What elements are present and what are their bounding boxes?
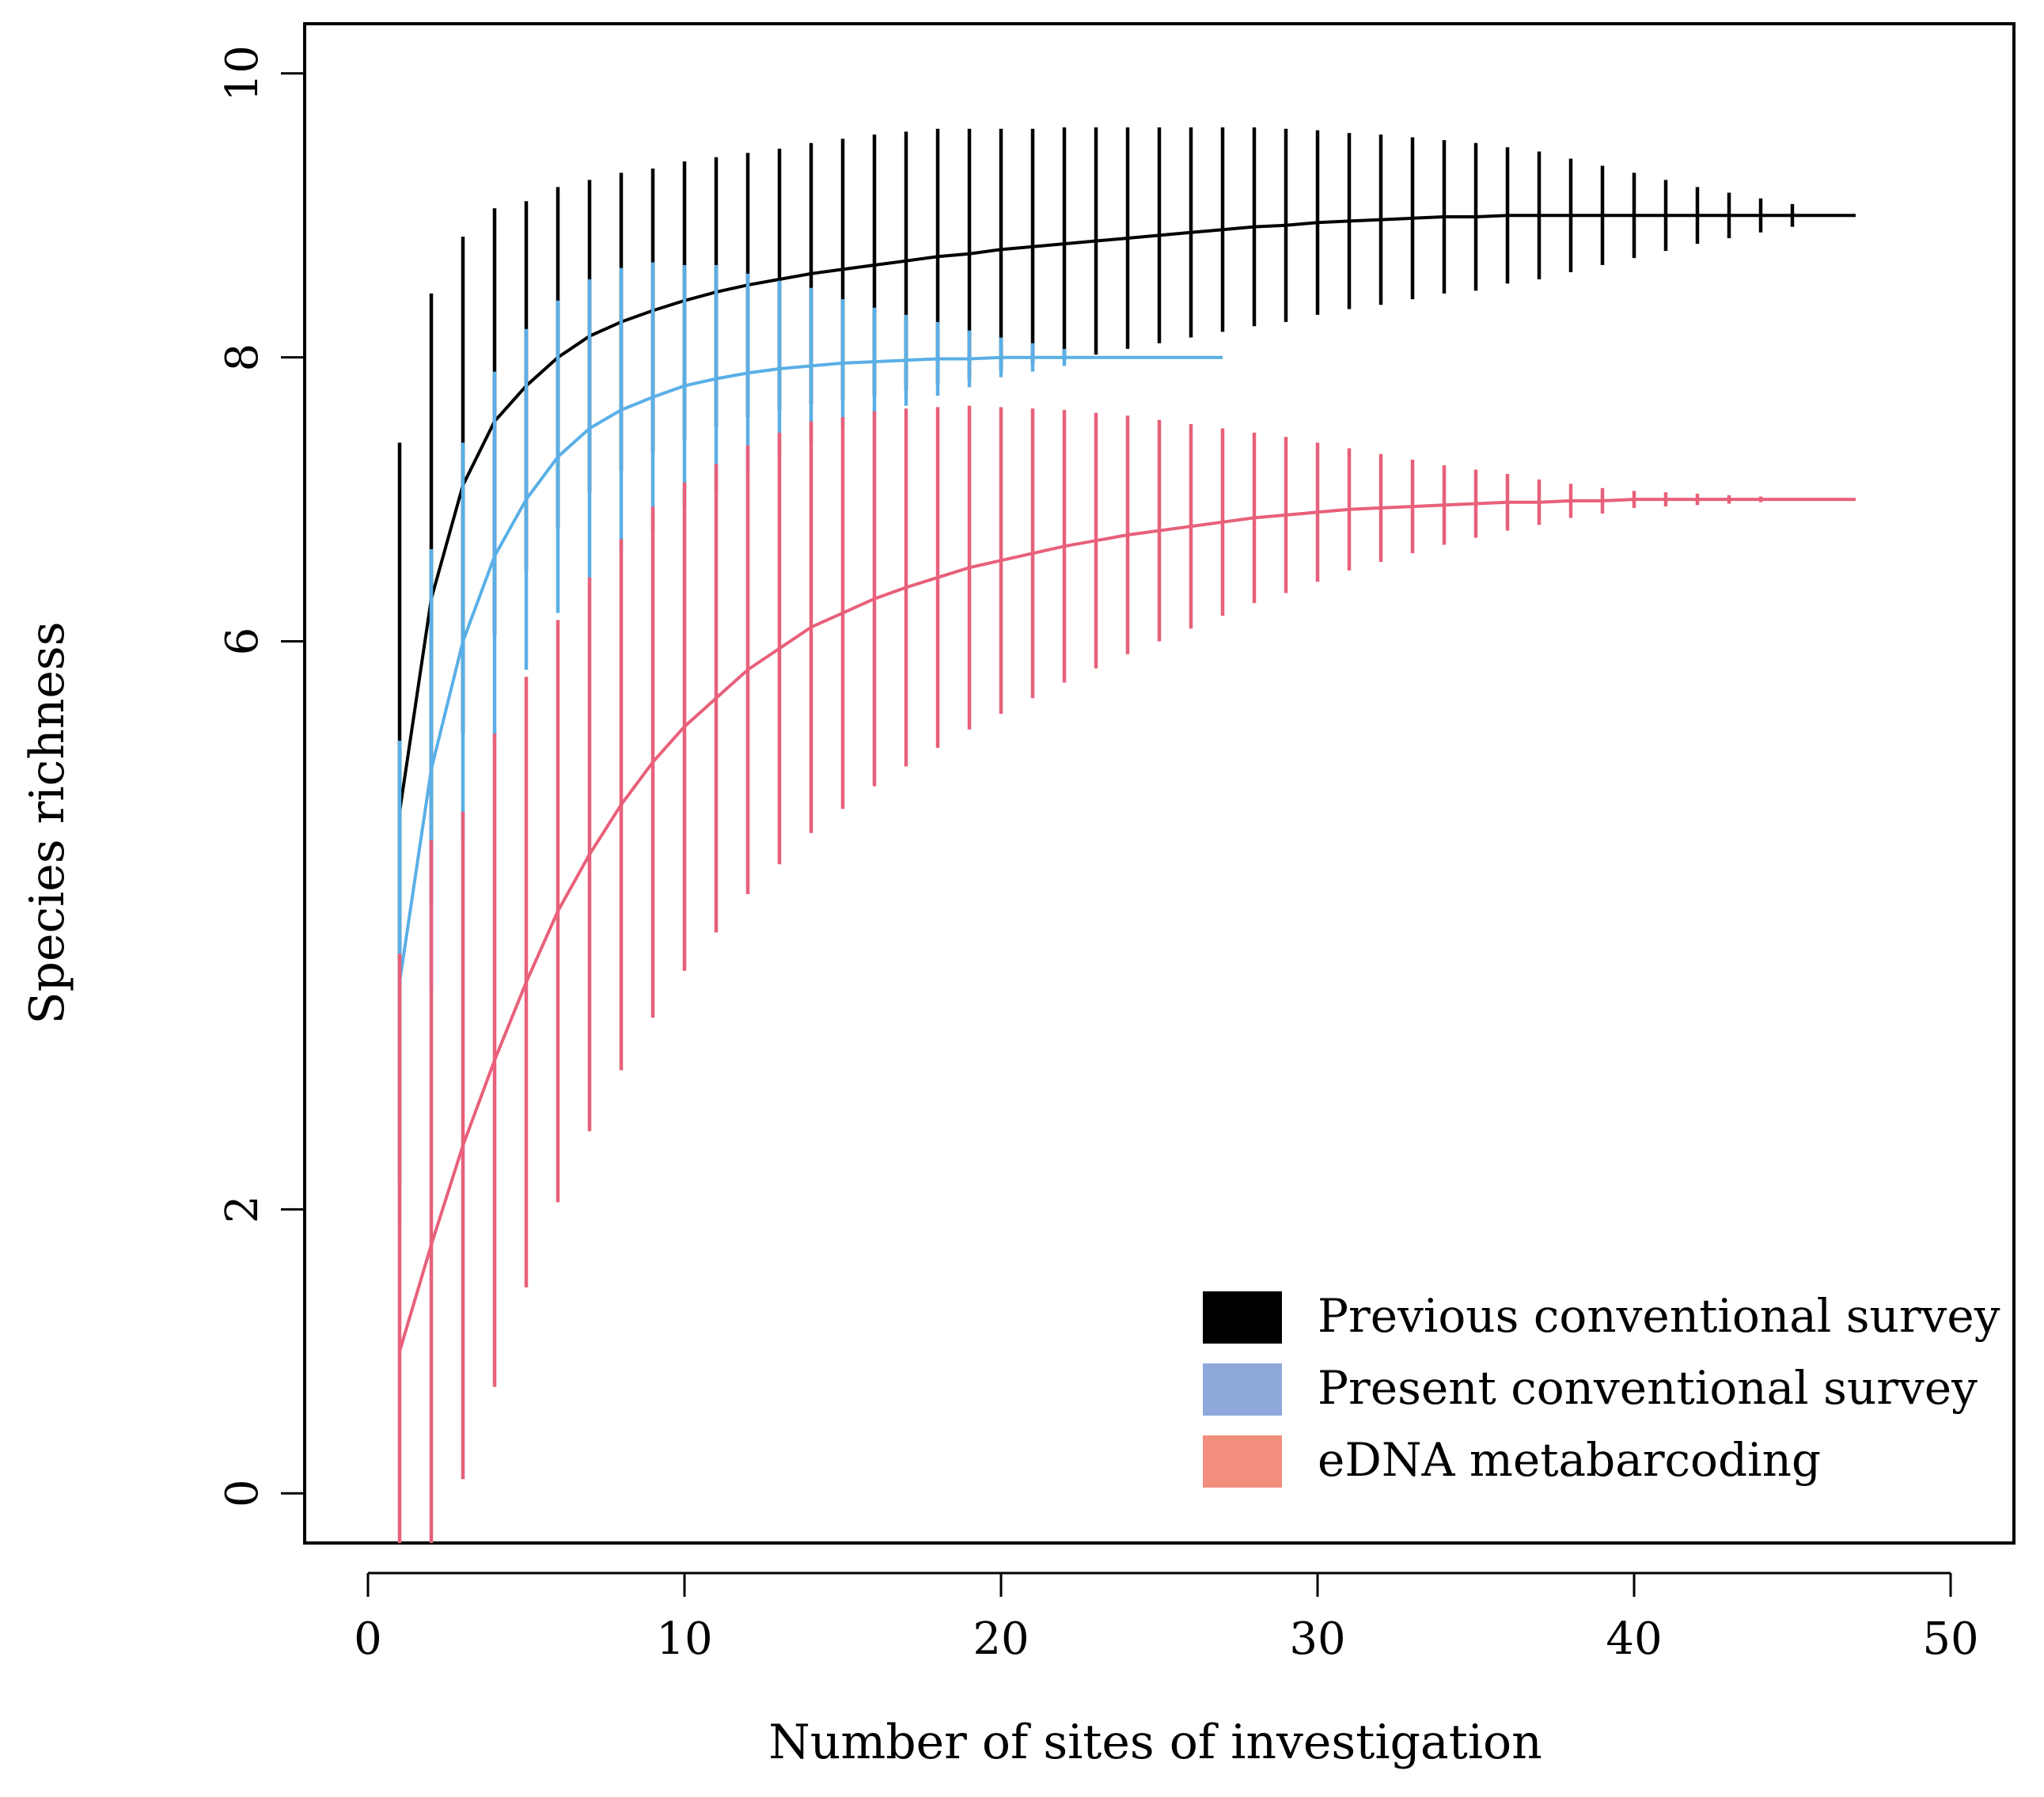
series-2	[397, 405, 1856, 1543]
y-tick-label: 6	[217, 627, 268, 656]
legend: Previous conventional survey Present con…	[1203, 1289, 2000, 1488]
x-axis: 0 10 20 30 40 50	[354, 1571, 1979, 1665]
x-tick-label: 20	[973, 1613, 1029, 1665]
x-tick-label: 10	[656, 1613, 712, 1665]
legend-swatch-edna	[1203, 1435, 1282, 1488]
series-1	[397, 262, 1223, 1224]
x-tick-label: 0	[354, 1613, 382, 1665]
y-axis-title: Species richness	[20, 621, 75, 1024]
y-tick-label: 8	[217, 343, 268, 372]
legend-label-previous: Previous conventional survey	[1318, 1289, 2000, 1343]
x-tick-label: 40	[1606, 1613, 1662, 1665]
series-line	[398, 355, 1223, 983]
x-tick-label: 50	[1922, 1613, 1978, 1665]
series-layer	[397, 127, 1856, 1543]
series-line	[398, 498, 1856, 1352]
x-tick-label: 30	[1289, 1613, 1345, 1665]
y-axis: 0 2 6 8 10	[217, 45, 306, 1507]
legend-label-present: Present conventional survey	[1318, 1361, 1978, 1415]
legend-swatch-previous	[1203, 1291, 1282, 1344]
y-tick-label: 0	[217, 1479, 268, 1507]
legend-label-edna: eDNA metabarcoding	[1318, 1433, 1821, 1487]
x-axis-title: Number of sites of investigation	[768, 1715, 1542, 1770]
legend-swatch-present	[1203, 1363, 1282, 1416]
series-line	[398, 214, 1856, 813]
y-tick-label: 10	[217, 45, 268, 101]
y-tick-label: 2	[217, 1195, 268, 1223]
